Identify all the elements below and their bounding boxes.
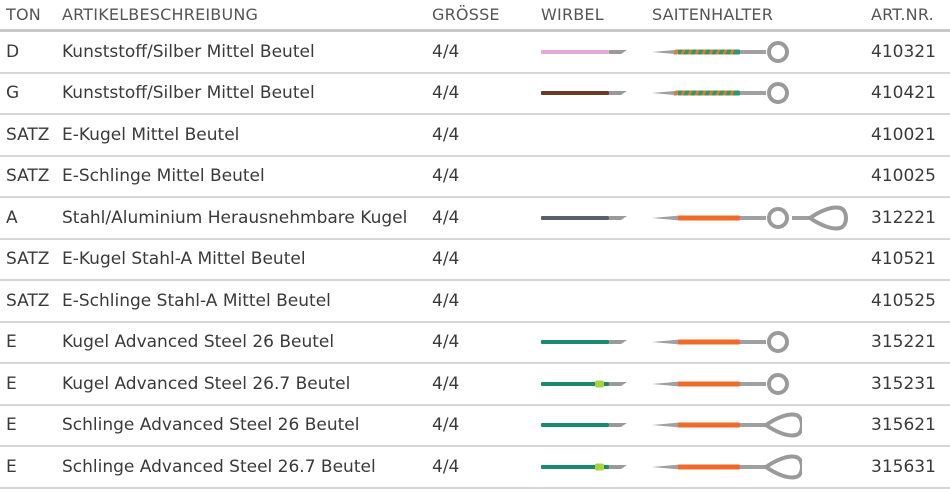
- table-row: D Kunststoff/Silber Mittel Beutel 4/4 41032…: [0, 32, 950, 74]
- saitenhalter-cell: [652, 74, 802, 114]
- peg-string-icon: [541, 423, 627, 428]
- row-artnr: 410321: [871, 41, 936, 62]
- saitenhalter-cell: [652, 323, 802, 363]
- row-description: Stahl/Aluminium Herausnehmbare Kugel: [62, 207, 408, 228]
- row-size: 4/4: [432, 124, 460, 145]
- row-description: E-Kugel Mittel Beutel: [62, 124, 240, 145]
- tailpiece-string-icon: [652, 372, 789, 395]
- header-wirbel: WIRBEL: [541, 5, 604, 24]
- header-artnr: ART.NR.: [871, 5, 934, 24]
- saitenhalter-cell: [652, 32, 802, 72]
- table-row: E Schlinge Advanced Steel 26 Beutel 4/4 315…: [0, 406, 950, 447]
- row-ton: E: [6, 456, 17, 477]
- saitenhalter-cell: [652, 364, 802, 404]
- tailpiece-string-icon: [652, 331, 789, 354]
- row-size: 4/4: [432, 332, 460, 353]
- row-ton: E: [6, 373, 17, 394]
- row-description: E-Schlinge Mittel Beutel: [62, 166, 265, 187]
- row-ton: SATZ: [6, 124, 50, 145]
- row-artnr: 312221: [871, 207, 936, 228]
- row-artnr: 410021: [871, 124, 936, 145]
- tailpiece-string-icon: [652, 40, 789, 63]
- table-row: E Kugel Advanced Steel 26.7 Beutel 4/4 3152…: [0, 364, 950, 406]
- row-size: 4/4: [432, 249, 460, 270]
- peg-string-icon: [541, 91, 627, 96]
- row-ton: D: [6, 41, 20, 62]
- wirbel-cell: [541, 74, 631, 114]
- row-ton: SATZ: [6, 290, 50, 311]
- table-row: SATZ E-Schlinge Mittel Beutel 4/4 410025: [0, 157, 950, 198]
- tailpiece-string-icon: [652, 205, 848, 231]
- wirbel-cell: [541, 198, 631, 238]
- header-saitenhalter: SAITENHALTER: [652, 5, 774, 24]
- row-artnr: 315221: [871, 332, 936, 353]
- table-row: SATZ E-Schlinge Stahl-A Mittel Beutel 4/4 4…: [0, 281, 950, 323]
- row-artnr: 410025: [871, 166, 936, 187]
- wirbel-cell: [541, 364, 631, 404]
- row-ton: A: [6, 207, 18, 228]
- peg-string-icon: [541, 463, 627, 471]
- saitenhalter-cell: [652, 406, 802, 446]
- table-row: A Stahl/Aluminium Herausnehmbare Kugel 4/4…: [0, 198, 950, 240]
- tailpiece-string-icon: [652, 82, 789, 105]
- row-description: E-Kugel Stahl-A Mittel Beutel: [62, 249, 306, 270]
- tailpiece-string-icon: [652, 412, 802, 438]
- row-artnr: 410525: [871, 290, 936, 311]
- row-size: 4/4: [432, 456, 460, 477]
- row-artnr: 315231: [871, 373, 936, 394]
- row-artnr: 410421: [871, 83, 936, 104]
- table-row: G Kunststoff/Silber Mittel Beutel 4/4 41042…: [0, 74, 950, 115]
- wirbel-cell: [541, 406, 631, 446]
- row-size: 4/4: [432, 166, 460, 187]
- peg-string-icon: [541, 215, 627, 220]
- row-size: 4/4: [432, 207, 460, 228]
- row-size: 4/4: [432, 83, 460, 104]
- header-size: GRÖSSE: [432, 5, 500, 24]
- row-size: 4/4: [432, 41, 460, 62]
- row-description: Kugel Advanced Steel 26.7 Beutel: [62, 373, 351, 394]
- row-artnr: 315621: [871, 415, 936, 436]
- table-row: SATZ E-Kugel Mittel Beutel 4/4 410021: [0, 115, 950, 157]
- wirbel-cell: [541, 447, 631, 487]
- row-description: E-Schlinge Stahl-A Mittel Beutel: [62, 290, 331, 311]
- peg-string-icon: [541, 380, 627, 388]
- row-ton: G: [6, 83, 20, 104]
- row-description: Kunststoff/Silber Mittel Beutel: [62, 41, 315, 62]
- row-size: 4/4: [432, 290, 460, 311]
- wirbel-cell: [541, 32, 631, 72]
- row-size: 4/4: [432, 373, 460, 394]
- table-row: SATZ E-Kugel Stahl-A Mittel Beutel 4/4 4105…: [0, 240, 950, 281]
- header-ton: TON: [6, 5, 41, 24]
- row-ton: E: [6, 332, 17, 353]
- table-row: E Kugel Advanced Steel 26 Beutel 4/4 315221: [0, 323, 950, 364]
- tailpiece-string-icon: [652, 454, 802, 480]
- row-ton: SATZ: [6, 249, 50, 270]
- row-ton: E: [6, 415, 17, 436]
- row-size: 4/4: [432, 415, 460, 436]
- saitenhalter-cell: [652, 447, 802, 487]
- saitenhalter-cell: [652, 198, 852, 238]
- table-header: TON ARTIKELBESCHREIBUNG GRÖSSE WIRBEL SA…: [0, 0, 950, 32]
- row-description: Kunststoff/Silber Mittel Beutel: [62, 83, 315, 104]
- row-artnr: 315631: [871, 456, 936, 477]
- row-artnr: 410521: [871, 249, 936, 270]
- peg-string-icon: [541, 340, 627, 345]
- table-row: E Schlinge Advanced Steel 26.7 Beutel 4/4 3…: [0, 447, 950, 489]
- peg-string-icon: [541, 49, 627, 54]
- header-description: ARTIKELBESCHREIBUNG: [62, 5, 259, 24]
- table-body: D Kunststoff/Silber Mittel Beutel 4/4 41032…: [0, 32, 950, 489]
- row-ton: SATZ: [6, 166, 50, 187]
- row-description: Schlinge Advanced Steel 26 Beutel: [62, 415, 360, 436]
- row-description: Schlinge Advanced Steel 26.7 Beutel: [62, 456, 376, 477]
- wirbel-cell: [541, 323, 631, 363]
- row-description: Kugel Advanced Steel 26 Beutel: [62, 332, 335, 353]
